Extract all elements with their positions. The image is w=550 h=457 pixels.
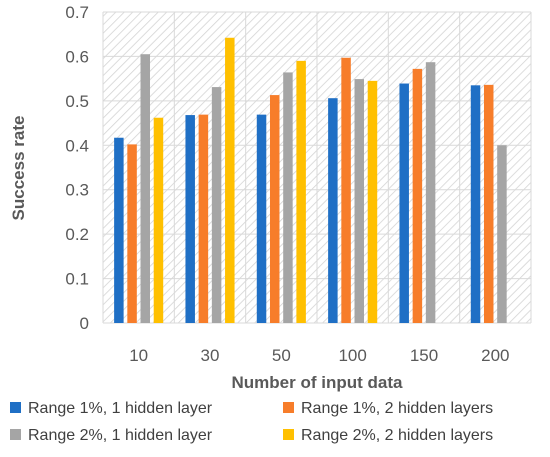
y-tick-label: 0.4 (65, 136, 89, 155)
bar-3-50 (283, 72, 293, 324)
y-tick-label: 0.5 (65, 92, 89, 111)
legend-swatch (10, 402, 21, 413)
y-tick-label: 0.1 (65, 270, 89, 289)
y-axis-ticks: 0 0.1 0.2 0.3 0.4 0.5 0.6 0.7 (65, 3, 89, 333)
legend-swatch (283, 402, 294, 413)
y-tick-label: 0 (80, 314, 89, 333)
y-axis-title: Success rate (9, 116, 28, 221)
legend-swatch (283, 429, 294, 440)
bar-4-10 (153, 117, 164, 324)
bar-2-50 (269, 95, 280, 324)
bar-3-30 (211, 87, 222, 323)
bar-1-100 (328, 98, 338, 323)
bar-2-10 (127, 144, 137, 323)
x-tick-label: 200 (481, 346, 509, 365)
y-tick-label: 0.6 (65, 47, 89, 66)
bar-3-100 (354, 79, 365, 323)
bar-2-150 (412, 68, 423, 324)
bar-4-30 (225, 37, 235, 324)
x-tick-label: 150 (410, 346, 438, 365)
legend-label: Range 1%, 1 hidden layer (28, 400, 213, 417)
bar-1-10 (114, 137, 124, 323)
bar-1-200 (470, 85, 481, 323)
bars (114, 37, 507, 324)
legend: Range 1%, 1 hidden layer Range 1%, 2 hidd… (10, 400, 493, 444)
bar-4-50 (296, 60, 306, 323)
x-axis-ticks: 10 30 50 100 150 200 (129, 346, 509, 365)
x-axis-title: Number of input data (232, 373, 403, 392)
x-tick-label: 50 (272, 346, 291, 365)
bar-3-10 (140, 54, 151, 323)
legend-label: Range 1%, 2 hidden layers (301, 400, 493, 417)
bar-4-100 (367, 80, 378, 323)
bar-3-200 (497, 145, 507, 323)
x-tick-label: 10 (129, 346, 148, 365)
bar-2-200 (483, 84, 494, 323)
y-tick-label: 0.2 (65, 225, 89, 244)
y-tick-label: 0.7 (65, 3, 89, 22)
bar-1-50 (256, 114, 267, 323)
grid-lines (102, 11, 532, 324)
legend-swatch (10, 429, 21, 440)
bar-2-100 (341, 57, 351, 324)
bar-1-30 (185, 115, 195, 324)
x-tick-label: 100 (338, 346, 366, 365)
legend-label: Range 2%, 2 hidden layers (301, 427, 493, 444)
bar-3-150 (425, 62, 436, 323)
bar-2-30 (198, 114, 209, 323)
legend-label: Range 2%, 1 hidden layer (28, 427, 213, 444)
bar-1-150 (399, 83, 409, 323)
y-tick-label: 0.3 (65, 181, 89, 200)
x-tick-label: 30 (201, 346, 220, 365)
